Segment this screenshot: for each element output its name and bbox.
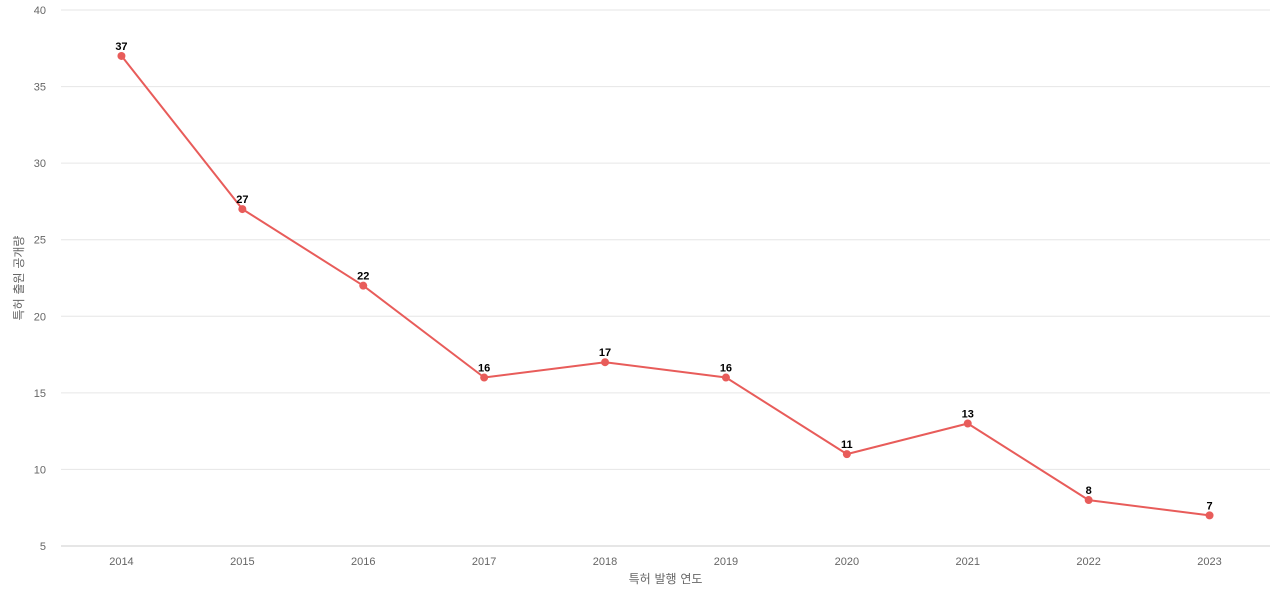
y-tick-label: 25 [34,235,46,247]
gridlines [61,9,1270,547]
x-axis-ticks: 2014 2015 2016 2017 2018 2019 2020 2021 2022 2023 [109,556,1222,568]
x-tick-label: 2017 [472,556,496,568]
y-tick-label: 15 [34,388,46,400]
data-point[interactable] [1205,511,1214,520]
data-point[interactable] [117,51,126,60]
x-tick-label: 2015 [230,556,254,568]
x-tick-label: 2023 [1197,556,1221,568]
x-axis-title: 특허 발행 연도 [629,571,703,586]
series-line [120,54,1211,517]
data-point[interactable] [601,358,610,367]
data-point[interactable] [721,373,730,382]
data-point[interactable] [359,281,368,290]
data-label: 13 [962,408,974,420]
y-axis-ticks: 5 10 15 20 25 30 35 40 [34,5,46,553]
x-tick-label: 2021 [956,556,980,568]
data-label: 8 [1086,485,1092,497]
y-tick-label: 10 [34,464,46,476]
x-tick-label: 2016 [351,556,375,568]
y-tick-label: 40 [34,5,46,17]
data-point[interactable] [1084,496,1093,505]
data-point[interactable] [963,419,972,428]
data-label: 37 [115,41,127,53]
data-labels: 37 27 22 16 17 16 11 13 8 7 [115,41,1212,512]
data-label: 16 [720,363,732,375]
x-tick-label: 2020 [835,556,859,568]
x-tick-label: 2018 [593,556,617,568]
data-label: 22 [357,271,369,283]
data-label: 27 [236,194,248,206]
data-label: 16 [478,363,490,375]
data-label: 17 [599,347,611,359]
data-point[interactable] [480,373,489,382]
y-tick-label: 5 [40,541,46,553]
y-tick-label: 20 [34,311,46,323]
data-label: 7 [1206,500,1212,512]
data-label: 11 [841,439,853,451]
y-axis-title: 특허 출원 공개량 [12,236,26,321]
data-point[interactable] [238,205,247,214]
x-tick-label: 2014 [109,556,133,568]
series-group [117,51,1214,520]
y-tick-label: 30 [34,158,46,170]
y-tick-label: 35 [34,82,46,94]
x-tick-label: 2019 [714,556,738,568]
data-point[interactable] [842,450,851,459]
x-tick-label: 2022 [1076,556,1100,568]
